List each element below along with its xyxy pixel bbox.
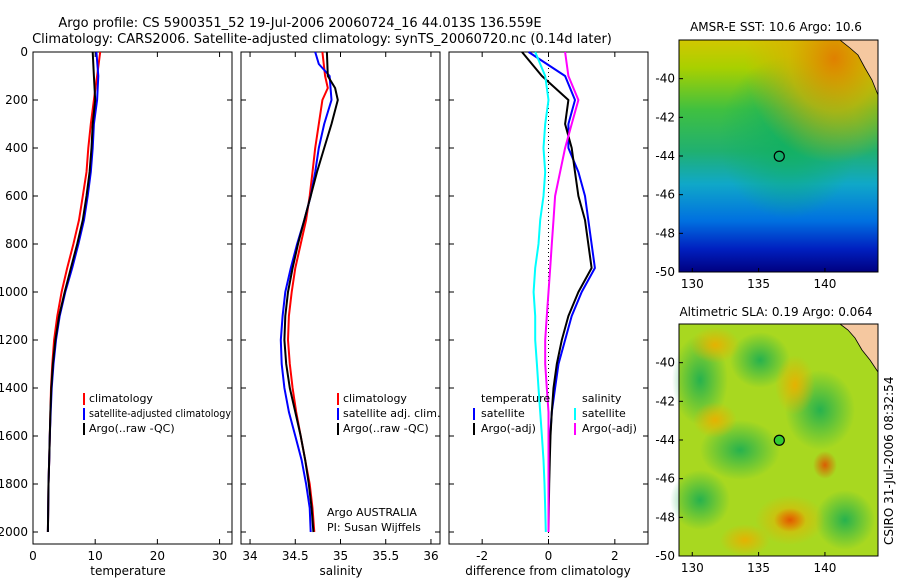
series-line-argo-raw-qc: [283, 51, 339, 533]
credit-timestamp: CSIRO 31-Jul-2006 08:32:54: [882, 377, 896, 545]
sla-high-anomaly: [813, 451, 837, 479]
series-line-temperature-argo-adj: [521, 51, 593, 533]
y-tick-label: 800: [5, 237, 28, 251]
x-tick-label: 0: [545, 549, 553, 563]
sst-map-panel: AMSR-E SST: 10.6 Argo: 10.6 130 135 140 -40…: [655, 20, 879, 291]
x-tick-label: 35.5: [372, 549, 399, 563]
sla-high-anomaly: [720, 524, 770, 556]
map-y-tick-label: -48: [655, 226, 675, 240]
x-tick-label: 35: [333, 549, 348, 563]
sst-float-marker: [773, 150, 785, 162]
map-x-tick-label: 130: [681, 277, 704, 291]
owner-line2: PI: Susan Wijffels: [327, 521, 421, 534]
sla-high-anomaly: [775, 355, 815, 415]
temperature-panel: 0 10 20 30 0 200 400 600 800 1000 1200 1400 1600 1800…: [0, 45, 233, 578]
series-line-salinity-satellite: [532, 51, 550, 533]
map-x-tick-label: 140: [813, 277, 836, 291]
y-tick-label: 1400: [0, 381, 28, 395]
y-tick-label: 600: [5, 189, 28, 203]
x-tick-label: 34: [242, 549, 257, 563]
x-tick-label: 34.5: [282, 549, 309, 563]
map-y-tick-label: -46: [655, 188, 675, 202]
temperature-legend: climatology satellite-adjusted climatolo…: [83, 392, 231, 435]
temperature-xlabel: temperature: [90, 564, 165, 578]
sla-high-anomaly: [690, 327, 740, 363]
map-x-tick-label: 140: [813, 561, 836, 575]
salinity-axes-frame: [240, 51, 441, 545]
map-y-tick-label: -42: [655, 394, 675, 408]
map-y-tick-label: -40: [655, 72, 675, 86]
legend-item-argo: Argo(..raw -QC): [89, 422, 175, 435]
sla-high-anomaly: [693, 402, 737, 438]
difference-legend: temperature satellite Argo(-adj) salinit…: [473, 392, 637, 435]
sla-low-anomaly: [815, 490, 875, 550]
map-y-tick-label: -46: [655, 472, 675, 486]
legend-title-salinity: salinity: [582, 392, 622, 405]
x-tick-label: 36: [423, 549, 438, 563]
map-y-tick-label: -44: [655, 433, 675, 447]
x-tick-label: 10: [88, 549, 103, 563]
figure-title-line2: Climatology: CARS2006. Satellite-adjuste…: [32, 32, 612, 47]
owner-line1: Argo AUSTRALIA: [327, 506, 417, 519]
sla-low-anomaly: [670, 470, 730, 530]
difference-panel: -2 0 2 difference from climatology tempera…: [448, 51, 649, 578]
legend-item-argo: Argo(..raw -QC): [343, 422, 429, 435]
legend-item-satellite: satellite-adjusted climatology: [89, 407, 231, 420]
legend-item-satellite: satellite adj. clim.: [343, 407, 440, 420]
salinity-legend: climatology satellite adj. clim. Argo(..…: [337, 392, 440, 435]
legend-title-temperature: temperature: [481, 392, 550, 405]
series-line-satellite-adj-clim: [279, 51, 333, 533]
sla-float-marker: [773, 434, 785, 446]
sla-map-panel: Altimetric SLA: 0.19 Argo: 0.064 130 135 1…: [655, 305, 879, 575]
y-tick-label: 1800: [0, 477, 28, 491]
map-y-tick-label: -50: [655, 549, 675, 563]
y-tick-label: 400: [5, 141, 28, 155]
temperature-axes-frame: [32, 51, 233, 545]
sla-high-anomaly: [774, 508, 806, 532]
map-x-tick-label: 135: [747, 561, 770, 575]
y-tick-label: 2000: [0, 525, 28, 539]
salinity-xlabel: salinity: [319, 564, 362, 578]
map-x-tick-label: 130: [681, 561, 704, 575]
map-y-tick-label: -50: [655, 265, 675, 279]
y-tick-label: 1200: [0, 333, 28, 347]
legend-item-temp-satellite: satellite: [481, 407, 525, 420]
y-tick-label: 1600: [0, 429, 28, 443]
figure-title-line1: Argo profile: CS 5900351_52 19-Jul-2006 …: [58, 16, 541, 31]
series-line-argo-raw-qc: [46, 51, 97, 533]
legend-item-climatology: climatology: [89, 392, 153, 405]
legend-item-temp-argo: Argo(-adj): [481, 422, 536, 435]
legend-item-climatology: climatology: [343, 392, 407, 405]
map-y-tick-label: -40: [655, 356, 675, 370]
sla-map-title: Altimetric SLA: 0.19 Argo: 0.064: [679, 305, 872, 319]
y-tick-label: 0: [20, 45, 28, 59]
legend-item-sal-satellite: satellite: [582, 407, 626, 420]
x-tick-label: 30: [212, 549, 227, 563]
map-y-tick-label: -48: [655, 510, 675, 524]
series-line-salinity-argo-adj: [544, 51, 580, 532]
legend-item-sal-argo: Argo(-adj): [582, 422, 637, 435]
x-tick-label: 20: [150, 549, 165, 563]
y-tick-label: 200: [5, 93, 28, 107]
difference-xlabel: difference from climatology: [465, 564, 631, 578]
y-tick-label: 1000: [0, 285, 28, 299]
sla-low-anomaly: [730, 332, 790, 388]
x-tick-label: 0: [29, 549, 37, 563]
salinity-panel: 34 34.5 35 35.5 36 salinity climatology sate…: [240, 51, 441, 578]
x-tick-label: 2: [611, 549, 619, 563]
sst-field-warm-region: [679, 40, 878, 272]
map-y-tick-label: -44: [655, 149, 675, 163]
sst-map-title: AMSR-E SST: 10.6 Argo: 10.6: [690, 20, 862, 34]
map-y-tick-label: -42: [655, 110, 675, 124]
x-tick-label: -2: [476, 549, 488, 563]
map-x-tick-label: 135: [747, 277, 770, 291]
